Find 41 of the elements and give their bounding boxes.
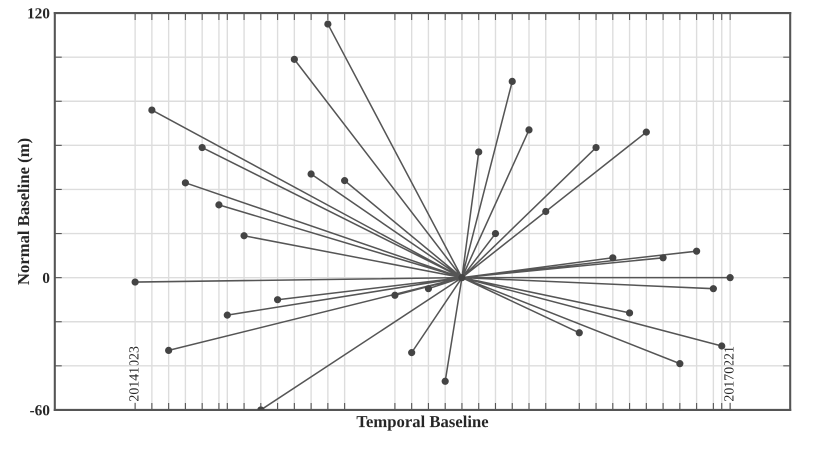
point [642,128,650,136]
y-axis-title: Normal Baseline (m) [17,138,33,285]
point [240,232,248,240]
point [508,78,516,86]
point [198,144,206,152]
point [148,106,156,114]
point [609,254,616,262]
point [626,309,634,317]
point [542,208,550,216]
x-tick-label: 20170221 [724,346,734,402]
x-tick-label: 20141023 [129,346,139,402]
y-tick-label: -60 [30,405,50,416]
point [341,177,348,184]
point [676,360,684,368]
point [592,144,600,152]
point [182,179,190,186]
x-axis-title: Temporal Baseline [356,416,488,431]
y-tick-label: 0 [42,272,50,284]
point [475,148,482,156]
point [290,56,298,63]
point [576,329,583,336]
point [718,342,726,350]
point [492,230,500,238]
point [324,20,332,28]
point [274,296,282,304]
point [525,126,533,134]
point [659,254,667,262]
point [165,346,172,354]
point [391,292,399,299]
point [726,274,734,282]
point [224,312,231,319]
point [132,278,139,286]
point [408,349,416,356]
point [424,285,432,292]
point [710,285,717,292]
point [458,274,466,282]
point [442,378,449,385]
point [693,248,700,255]
point [308,170,315,178]
point [215,201,223,208]
y-tick-label: 120 [28,8,50,18]
